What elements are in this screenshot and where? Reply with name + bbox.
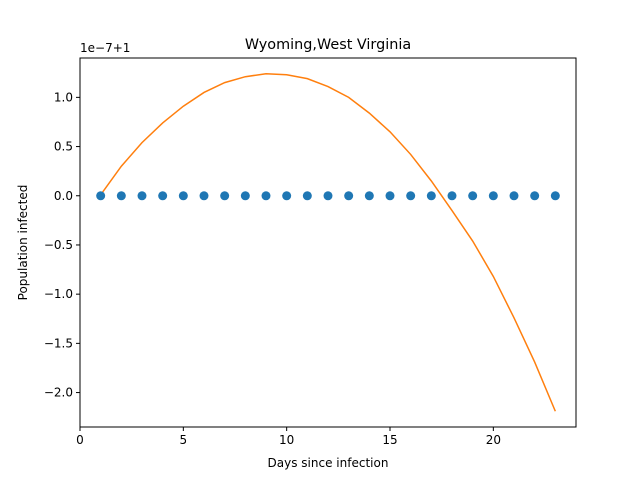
series-layer: [96, 72, 560, 412]
scatter-point: [385, 191, 395, 201]
scatter-point: [426, 191, 436, 201]
scatter-point: [240, 191, 250, 201]
y-tick-label: −1.5: [44, 336, 73, 350]
y-tick-label: −2.0: [44, 386, 73, 400]
x-tick-label: 10: [279, 433, 294, 447]
scatter-point: [344, 191, 354, 201]
plot-area: [79, 57, 577, 428]
x-axis-label: Days since infection: [268, 456, 389, 470]
y-tick-label: −1.0: [44, 287, 73, 301]
scatter-point: [199, 191, 209, 201]
scatter-point: [509, 191, 519, 201]
scatter-point: [137, 191, 147, 201]
y-tick-label: 1.0: [54, 90, 73, 104]
scatter-point: [550, 191, 560, 201]
scatter-point: [406, 191, 416, 201]
scatter-point: [282, 191, 292, 201]
scatter-point: [488, 191, 498, 201]
scatter-point: [530, 191, 540, 201]
x-tick-label: 0: [76, 433, 84, 447]
scatter-point: [447, 191, 457, 201]
y-tick-label: 0.5: [54, 140, 73, 154]
y-axis: −2.0 −1.5 −1.0 −0.5 0.0 0.5 1.0: [44, 90, 80, 400]
x-tick-label: 15: [382, 433, 397, 447]
scatter-point: [96, 191, 106, 201]
scatter-point: [364, 191, 374, 201]
scatter-point: [116, 191, 126, 201]
series-line-1: [100, 72, 557, 412]
scatter-point: [261, 191, 271, 201]
y-axis-label: Population infected: [16, 185, 30, 301]
x-tick-label: 20: [486, 433, 501, 447]
scatter-point: [178, 191, 188, 201]
scatter-point: [302, 191, 312, 201]
chart-title: Wyoming,West Virginia: [245, 37, 411, 53]
y-axis-offset-label: 1e−7+1: [80, 41, 130, 55]
scatter-point: [220, 191, 230, 201]
scatter-point: [158, 191, 168, 201]
scatter-point: [323, 191, 333, 201]
y-tick-label: 0.0: [54, 189, 73, 203]
y-tick-label: −0.5: [44, 238, 73, 252]
scatter-point: [468, 191, 478, 201]
x-tick-label: 5: [180, 433, 188, 447]
x-axis: 0 5 10 15 20: [76, 427, 501, 447]
